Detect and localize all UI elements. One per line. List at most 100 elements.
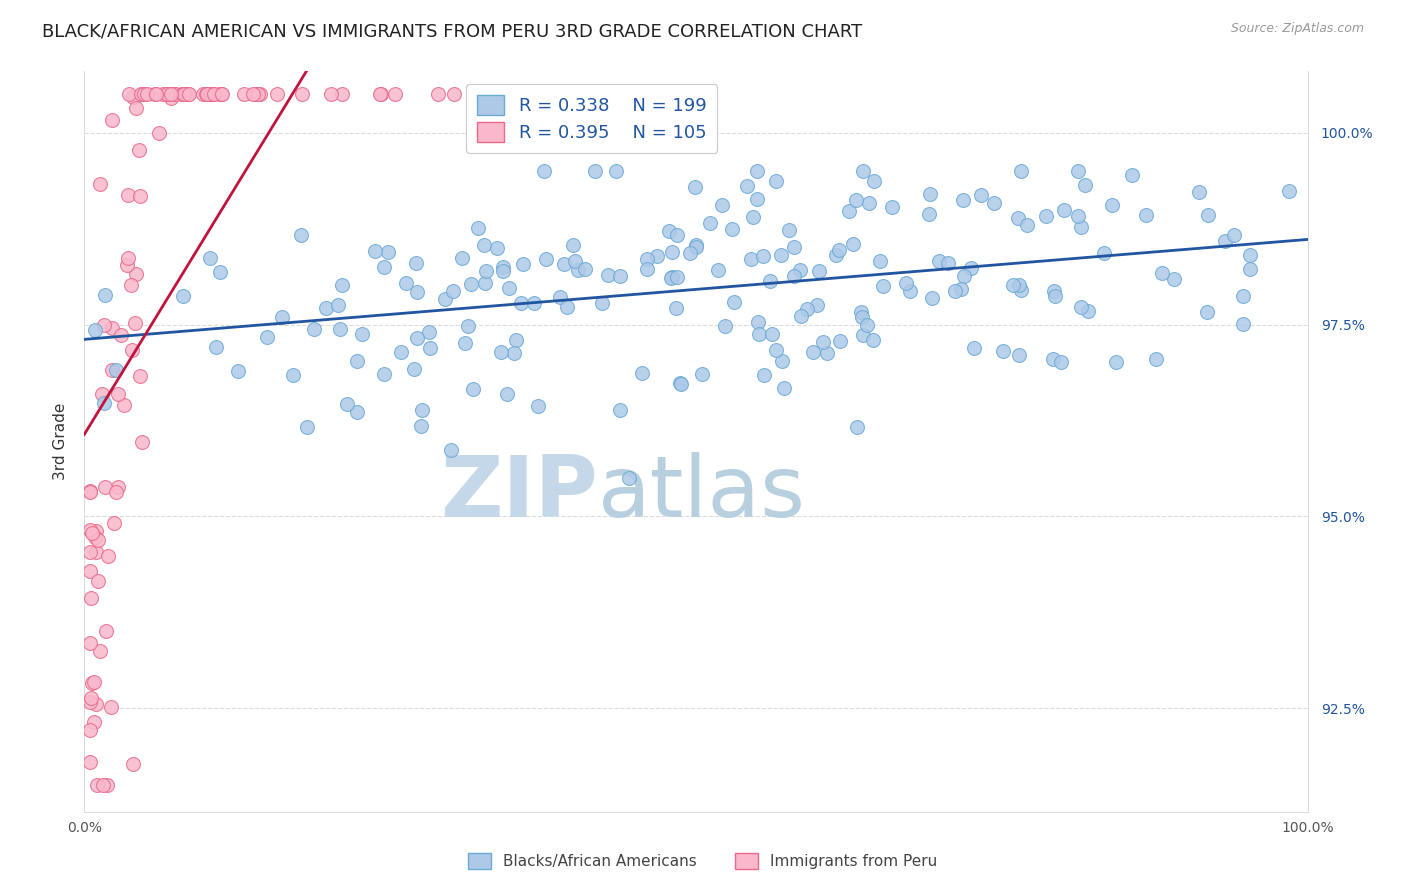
Point [1232, 289, 1254, 303]
Point [983, 196, 1005, 211]
Point [953, 269, 976, 284]
Point [100, 112, 122, 127]
Point [548, 290, 571, 304]
Point [918, 207, 941, 221]
Point [858, 195, 880, 210]
Point [370, 87, 392, 102]
Point [770, 353, 793, 368]
Point [174, 87, 197, 102]
Point [94, 480, 117, 494]
Point [1092, 245, 1115, 260]
Point [665, 301, 688, 316]
Point [564, 254, 586, 268]
Point [198, 251, 221, 265]
Point [1067, 164, 1090, 178]
Point [711, 198, 734, 212]
Point [855, 318, 877, 332]
Point [211, 87, 233, 102]
Point [132, 87, 155, 102]
Point [1007, 211, 1029, 225]
Point [509, 296, 531, 310]
Point [460, 277, 482, 292]
Point [405, 285, 427, 300]
Point [690, 368, 713, 382]
Point [443, 285, 465, 299]
Point [553, 257, 575, 271]
Point [433, 292, 456, 306]
Point [105, 485, 128, 500]
Point [765, 343, 787, 357]
Point [209, 87, 232, 102]
Point [747, 315, 769, 329]
Point [107, 479, 129, 493]
Point [329, 322, 352, 336]
Point [129, 368, 152, 383]
Point [118, 87, 141, 102]
Point [405, 256, 427, 270]
Point [336, 397, 359, 411]
Point [661, 245, 683, 260]
Point [772, 381, 794, 395]
Point [963, 341, 986, 355]
Point [574, 261, 596, 276]
Point [402, 362, 425, 376]
Point [83, 674, 105, 689]
Point [1043, 289, 1066, 303]
Point [201, 87, 224, 102]
Point [315, 301, 337, 315]
Point [869, 254, 891, 268]
Point [1278, 184, 1301, 198]
Point [699, 216, 721, 230]
Point [898, 285, 921, 299]
Point [863, 174, 886, 188]
Point [79, 756, 101, 770]
Point [970, 188, 993, 202]
Point [124, 316, 146, 330]
Point [665, 269, 688, 284]
Text: BLACK/AFRICAN AMERICAN VS IMMIGRANTS FROM PERU 3RD GRADE CORRELATION CHART: BLACK/AFRICAN AMERICAN VS IMMIGRANTS FRO… [42, 22, 862, 40]
Point [79, 564, 101, 578]
Point [200, 87, 222, 102]
Point [659, 271, 682, 285]
Point [440, 443, 463, 458]
Legend: R = 0.338    N = 199, R = 0.395    N = 105: R = 0.338 N = 199, R = 0.395 N = 105 [467, 84, 717, 153]
Point [811, 334, 834, 349]
Point [90, 387, 112, 401]
Point [740, 252, 762, 266]
Point [1043, 284, 1066, 298]
Point [125, 268, 148, 282]
Point [395, 276, 418, 290]
Point [1163, 272, 1185, 286]
Point [678, 246, 700, 260]
Point [79, 485, 101, 500]
Point [155, 87, 177, 102]
Point [256, 330, 278, 344]
Point [1008, 348, 1031, 362]
Point [271, 310, 294, 324]
Point [79, 723, 101, 738]
Point [503, 346, 526, 360]
Y-axis label: 3rd Grade: 3rd Grade [52, 403, 67, 480]
Point [512, 257, 534, 271]
Point [172, 289, 194, 303]
Point [645, 249, 668, 263]
Point [752, 249, 775, 263]
Point [862, 333, 884, 347]
Point [936, 255, 959, 269]
Point [290, 87, 312, 102]
Point [120, 278, 142, 293]
Point [406, 330, 429, 344]
Point [790, 310, 813, 324]
Point [489, 345, 512, 359]
Point [845, 193, 868, 207]
Point [1121, 168, 1143, 182]
Point [666, 227, 689, 242]
Point [463, 382, 485, 396]
Point [80, 591, 103, 605]
Point [364, 244, 387, 259]
Point [89, 643, 111, 657]
Point [617, 471, 640, 485]
Point [157, 87, 180, 102]
Point [266, 87, 288, 102]
Point [82, 526, 104, 541]
